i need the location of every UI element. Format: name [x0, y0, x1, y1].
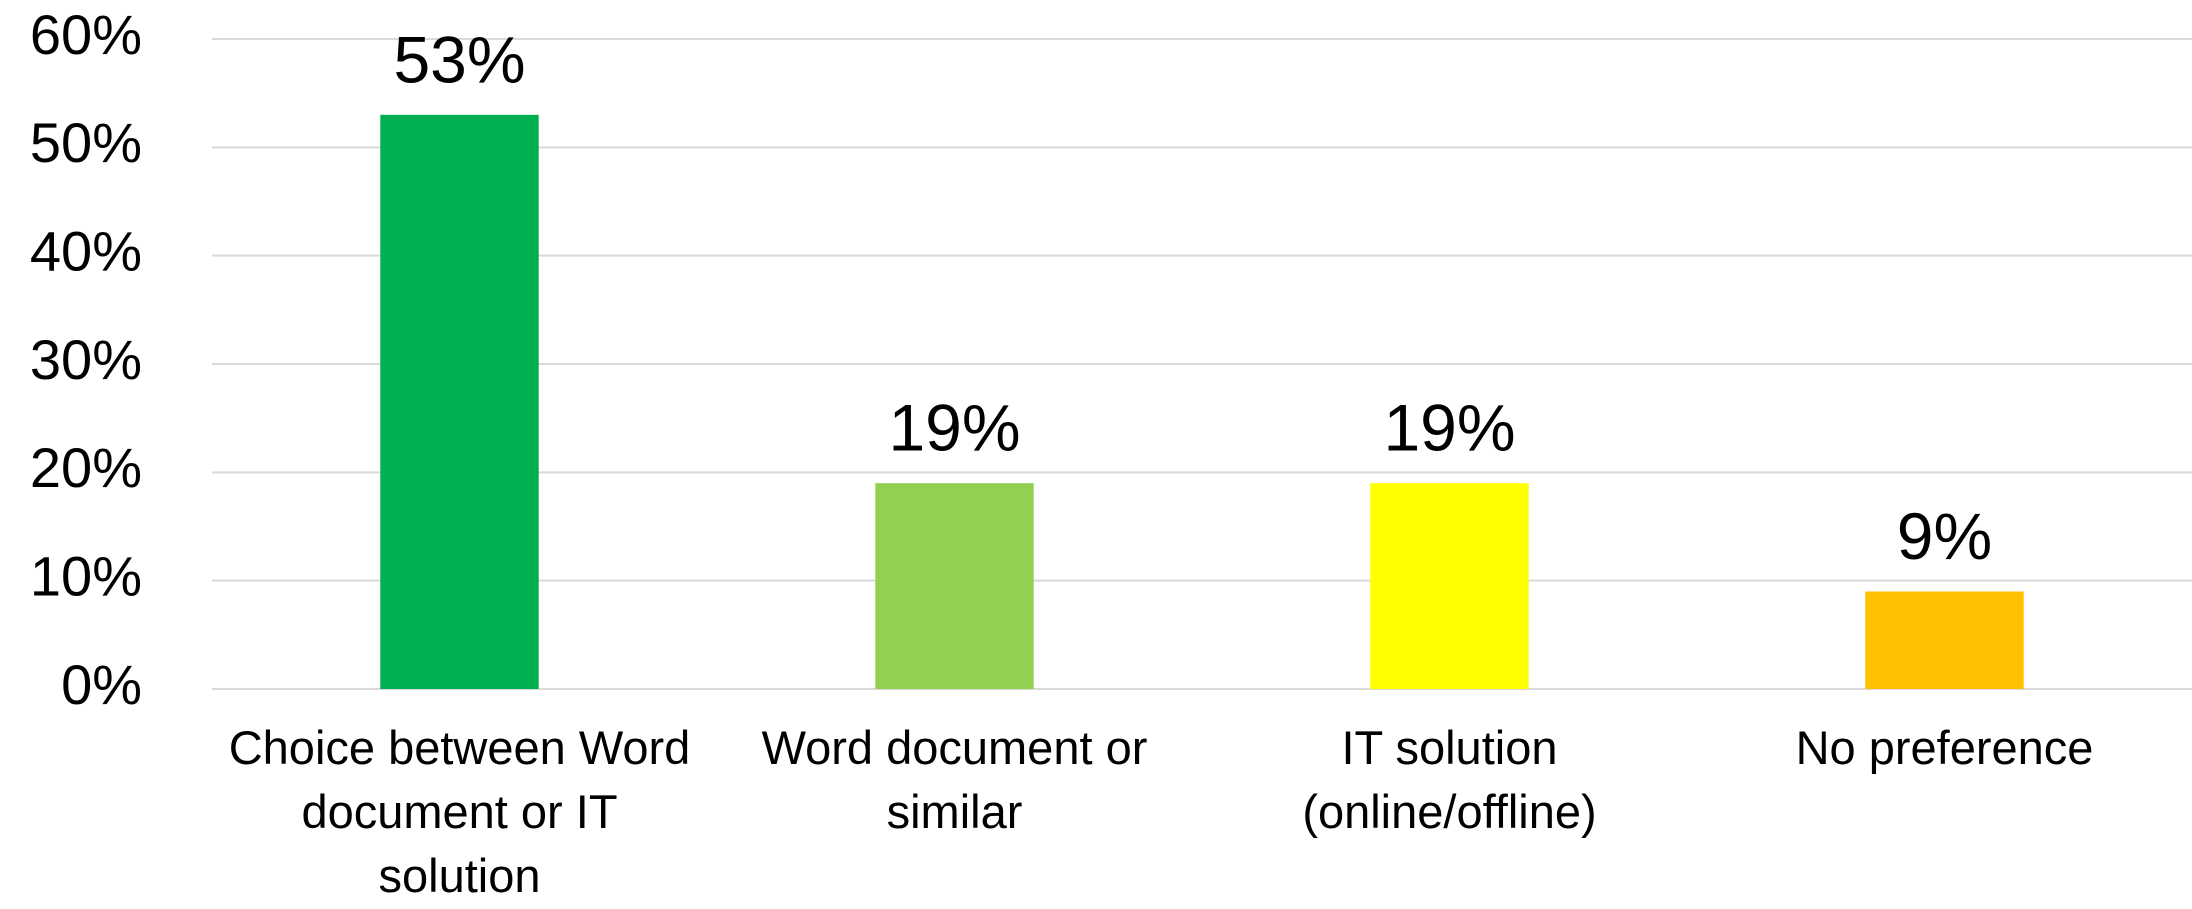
y-tick-label: 60%: [30, 3, 142, 66]
data-label: 53%: [393, 22, 525, 96]
y-tick-label: 20%: [30, 436, 142, 499]
data-label: 9%: [1897, 499, 1992, 573]
x-tick-label: Choice between Word document or IT solut…: [228, 721, 691, 902]
x-tick-label: No preference: [1795, 721, 2094, 774]
y-tick-label: 30%: [30, 328, 142, 391]
data-label: 19%: [888, 391, 1020, 465]
y-tick-label: 40%: [30, 219, 142, 282]
y-tick-label: 0%: [61, 653, 142, 716]
x-tick-label: IT solution (online/offline): [1302, 721, 1597, 838]
y-tick-label: 10%: [30, 544, 142, 607]
bar: [1370, 483, 1529, 689]
bar: [380, 114, 539, 690]
bar: [1865, 591, 2024, 689]
data-label: 19%: [1383, 391, 1515, 465]
y-tick-label: 50%: [30, 111, 142, 174]
x-tick-label: Word document or similar: [761, 721, 1148, 838]
bar: [875, 483, 1034, 689]
